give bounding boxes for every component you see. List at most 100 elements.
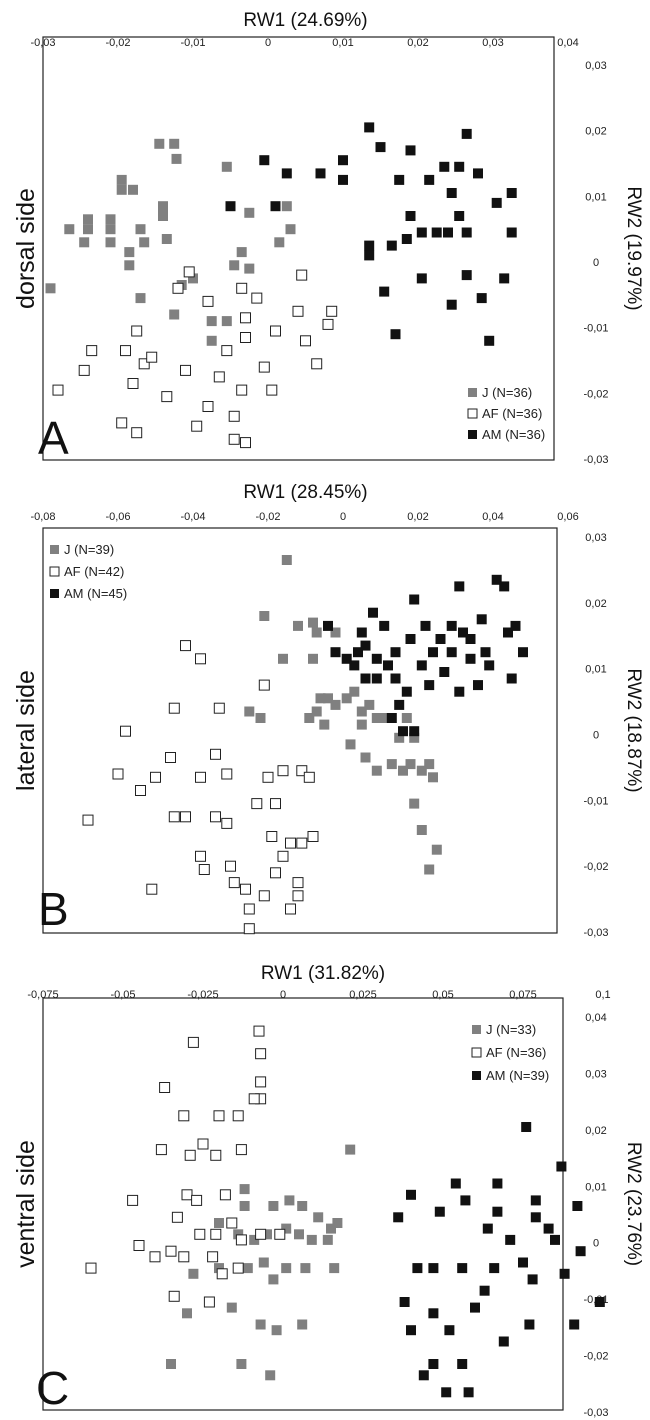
data-point-j — [64, 224, 75, 235]
data-point-am — [484, 660, 495, 671]
data-point-j — [409, 798, 420, 809]
data-point-am — [330, 647, 341, 658]
data-point-af — [258, 361, 270, 373]
data-point-am — [530, 1212, 541, 1223]
data-point-af — [221, 768, 233, 780]
legend-label: AM (N=45) — [64, 586, 127, 601]
data-point-af — [178, 1251, 190, 1263]
data-point-af — [171, 1211, 183, 1223]
data-point-af — [210, 1149, 222, 1161]
data-point-af — [235, 1144, 247, 1156]
data-point-af — [240, 437, 251, 449]
data-point-am — [386, 240, 397, 251]
data-point-j — [105, 237, 116, 248]
scatter-panel-b: RW1 (28.45%) -0,08 -0,06 -0,04 -0,02 0 0,02 0,0… — [12, 482, 644, 939]
x-tick-label: 0,025 — [349, 989, 377, 1001]
data-point-am — [399, 1297, 410, 1307]
data-point-am — [409, 726, 420, 737]
data-point-am — [510, 620, 521, 631]
data-point-j — [341, 693, 352, 704]
data-point-af — [161, 391, 173, 403]
data-point-am — [416, 660, 427, 671]
data-point-af — [86, 345, 98, 357]
data-point-af — [277, 850, 289, 862]
data-point-af — [112, 768, 124, 780]
data-point-j — [297, 1319, 308, 1330]
data-point-j — [124, 260, 135, 271]
data-point-af — [181, 1189, 193, 1201]
data-point-af — [270, 798, 281, 810]
x-tick-label: 0,04 — [482, 511, 503, 523]
data-point-af — [202, 295, 214, 307]
data-point-j — [226, 1302, 237, 1313]
data-point-am — [499, 273, 510, 284]
data-point-j — [332, 1218, 343, 1228]
data-point-j — [105, 214, 116, 225]
data-point-am — [418, 1370, 429, 1381]
x-tick-label: -0,03 — [30, 37, 55, 49]
data-point-af — [78, 364, 90, 376]
data-point-am — [492, 1178, 503, 1189]
data-point-j — [311, 706, 322, 717]
data-point-am — [444, 1325, 455, 1336]
legend: J (N=36) AF (N=36) AM (N=36) — [467, 385, 545, 442]
data-point-am — [454, 161, 465, 172]
data-point-am — [428, 647, 438, 658]
data-point-af — [240, 332, 251, 343]
legend: J (N=39) AF (N=42) AM (N=45) — [49, 542, 127, 601]
data-point-af — [191, 420, 203, 432]
data-point-j — [285, 224, 296, 235]
data-point-j — [116, 184, 127, 195]
data-point-j — [356, 719, 367, 730]
x-tick-label: 0,075 — [509, 989, 537, 1001]
data-point-am — [503, 627, 513, 638]
data-point-af — [210, 811, 221, 823]
x-tick-label: 0,06 — [557, 511, 578, 523]
data-point-am — [406, 1325, 416, 1336]
data-point-af — [300, 335, 311, 347]
data-point-af — [213, 1110, 225, 1122]
data-point-am — [281, 168, 292, 179]
data-point-af — [183, 266, 195, 278]
data-point-j — [255, 713, 266, 723]
data-point-am — [454, 686, 465, 697]
data-point-am — [476, 614, 487, 625]
data-point-am — [550, 1234, 560, 1245]
data-point-am — [465, 653, 476, 664]
x-tick-label: 0 — [280, 989, 286, 1001]
data-point-am — [518, 1257, 528, 1268]
data-point-af — [180, 811, 191, 823]
data-point-j — [401, 713, 412, 723]
data-point-j — [349, 686, 360, 697]
data-point-j — [124, 247, 135, 258]
legend-label: J (N=36) — [482, 385, 532, 400]
data-point-am — [446, 188, 457, 198]
x-tick-label: 0,02 — [407, 511, 428, 523]
data-point-am — [338, 155, 348, 166]
data-point-am — [431, 227, 442, 238]
data-point-af — [232, 1262, 244, 1274]
data-point-j — [424, 759, 435, 770]
data-point-af — [168, 1290, 180, 1302]
data-point-am — [428, 1263, 439, 1274]
data-point-af — [243, 903, 255, 915]
data-point-am — [383, 660, 393, 671]
data-point-af — [120, 345, 131, 357]
data-point-am — [364, 240, 375, 251]
data-point-am — [527, 1274, 538, 1285]
data-point-af — [296, 765, 308, 777]
data-point-j — [293, 620, 303, 631]
data-point-am — [401, 686, 412, 697]
data-point-j — [281, 201, 292, 212]
x-tick-label: -0,06 — [105, 511, 130, 523]
data-point-am — [412, 1263, 423, 1274]
data-point-af — [236, 384, 248, 396]
data-point-af — [191, 1194, 203, 1206]
data-point-af — [285, 837, 296, 849]
data-point-j — [345, 1144, 356, 1155]
data-point-am — [360, 640, 371, 651]
data-point-af — [255, 1076, 267, 1088]
x-tick-label: -0,08 — [30, 511, 55, 523]
x-tick-label: -0,025 — [187, 989, 218, 1001]
data-point-am — [364, 250, 375, 261]
